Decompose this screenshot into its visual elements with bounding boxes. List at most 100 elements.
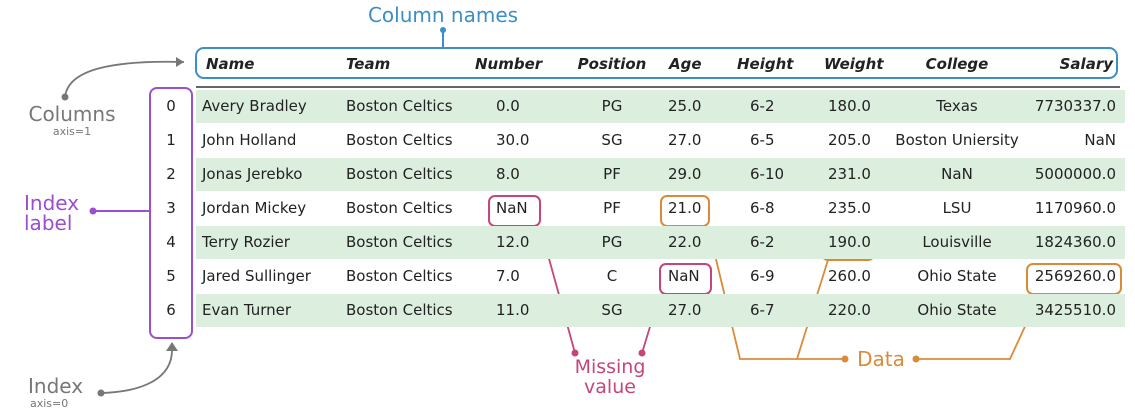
cell-college: Louisville <box>922 233 992 251</box>
columns-arrow <box>64 60 185 98</box>
cell-salary: 7730337.0 <box>1034 97 1116 115</box>
missing-dot-2 <box>638 349 646 357</box>
header-position: Position <box>577 55 647 73</box>
index-cell: 6 <box>166 301 176 319</box>
cell-salary: 5000000.0 <box>1034 165 1116 183</box>
cell-height: 6-2 <box>750 97 775 115</box>
index-cell: 0 <box>166 97 176 115</box>
cell-name: Terry Rozier <box>202 233 290 251</box>
cell-college: Boston Uniersity <box>895 131 1019 149</box>
row-band-0 <box>196 90 1125 123</box>
index-label-line2: label <box>24 211 73 235</box>
table-row: Jonas Jerebko Boston Celtics 8.0 PF 29.0… <box>196 158 1125 191</box>
cell-number: 11.0 <box>496 301 530 319</box>
cell-height: 6-9 <box>750 267 775 285</box>
data-dot-left <box>841 355 849 363</box>
cell-height: 6-8 <box>750 199 775 217</box>
cell-team: Boston Celtics <box>346 131 453 149</box>
cell-height: 6-10 <box>750 165 785 183</box>
cell-name: John Holland <box>202 131 297 149</box>
cell-number: 7.0 <box>496 267 520 285</box>
cell-number: 30.0 <box>496 131 530 149</box>
table-row: Evan Turner Boston Celtics 11.0 SG 27.0 … <box>196 294 1125 327</box>
columns-label: Columns <box>28 102 116 126</box>
cell-college: NaN <box>941 165 973 183</box>
index-label-line1: Index <box>24 191 80 215</box>
cell-weight: 260.0 <box>828 267 871 285</box>
columns-arrowhead <box>176 57 184 67</box>
cell-salary: 2569260.0 <box>1034 267 1116 285</box>
header-weight: Weight <box>824 55 884 73</box>
table-row: Jared Sullinger Boston Celtics 7.0 C NaN… <box>196 260 1125 293</box>
missing-value-line1: Missing <box>574 356 646 378</box>
cell-position: C <box>606 267 618 285</box>
cell-team: Boston Celtics <box>346 199 453 217</box>
table-row: John Holland Boston Celtics 30.0 SG 27.0… <box>196 124 1125 157</box>
cell-number: NaN <box>496 199 528 217</box>
cell-number: 12.0 <box>496 233 530 251</box>
cell-position: PG <box>601 97 623 115</box>
table-row: Jordan Mickey Boston Celtics NaN PF 21.0… <box>196 192 1125 225</box>
cell-position: SG <box>601 131 623 149</box>
header-age: Age <box>669 55 702 73</box>
cell-weight: 220.0 <box>828 301 871 319</box>
cell-college: Ohio State <box>917 301 997 319</box>
cell-number: 0.0 <box>496 97 520 115</box>
cell-team: Boston Celtics <box>346 267 453 285</box>
cell-age: 22.0 <box>668 233 702 251</box>
header-team: Team <box>346 55 391 73</box>
column-names-label: Column names <box>367 3 519 27</box>
cell-weight: 180.0 <box>828 97 871 115</box>
cell-height: 6-7 <box>750 301 775 319</box>
missing-dot-1 <box>571 349 579 357</box>
cell-college: Ohio State <box>917 267 997 285</box>
index-box <box>149 87 193 339</box>
cell-name: Jared Sullinger <box>202 267 311 285</box>
cell-weight: 231.0 <box>828 165 871 183</box>
cell-weight: 190.0 <box>828 233 871 251</box>
cell-name: Jonas Jerebko <box>202 165 303 183</box>
cell-position: SG <box>601 301 623 319</box>
cell-age: 27.0 <box>668 301 702 319</box>
row-band-6 <box>196 294 1125 327</box>
index-cell: 2 <box>166 165 176 183</box>
row-band-2 <box>196 158 1125 191</box>
index-cell: 4 <box>166 233 176 251</box>
column-names-box <box>195 47 1118 79</box>
index-cell: 3 <box>166 199 176 217</box>
cell-salary: 1170960.0 <box>1034 199 1116 217</box>
cell-number: 8.0 <box>496 165 520 183</box>
cell-college: Texas <box>936 97 978 115</box>
index-cell: 5 <box>166 267 176 285</box>
header-salary: Salary <box>1059 55 1113 73</box>
cell-team: Boston Celtics <box>346 165 453 183</box>
index-axis-label: axis=0 <box>30 397 69 410</box>
cell-team: Boston Celtics <box>346 301 453 319</box>
cell-name: Jordan Mickey <box>202 199 307 217</box>
cell-age: NaN <box>668 267 700 285</box>
cell-weight: 235.0 <box>828 199 871 217</box>
cell-position: PG <box>601 233 623 251</box>
index-cell: 1 <box>166 131 176 149</box>
cell-salary: 3425510.0 <box>1034 301 1116 319</box>
columns-axis-label: axis=1 <box>52 125 92 138</box>
data-label: Data <box>857 347 905 371</box>
cell-age: 21.0 <box>668 199 702 217</box>
index-arrow <box>100 349 173 394</box>
missing-value-line2: value <box>584 376 636 398</box>
header-college: College <box>925 55 989 73</box>
index-arrowhead <box>166 342 178 351</box>
cell-salary: 1824360.0 <box>1034 233 1116 251</box>
cell-age: 27.0 <box>668 131 702 149</box>
cell-age: 29.0 <box>668 165 702 183</box>
cell-position: PF <box>603 199 621 217</box>
cell-position: PF <box>603 165 621 183</box>
cell-salary: NaN <box>1084 131 1116 149</box>
column-names-connector-dot <box>440 27 446 33</box>
header-number: Number <box>475 55 543 73</box>
cell-college: LSU <box>942 199 972 217</box>
cell-name: Evan Turner <box>202 301 292 319</box>
cell-name: Avery Bradley <box>202 97 307 115</box>
row-band-4 <box>196 226 1125 259</box>
table-row: Terry Rozier Boston Celtics 12.0 PG 22.0… <box>196 226 1125 259</box>
